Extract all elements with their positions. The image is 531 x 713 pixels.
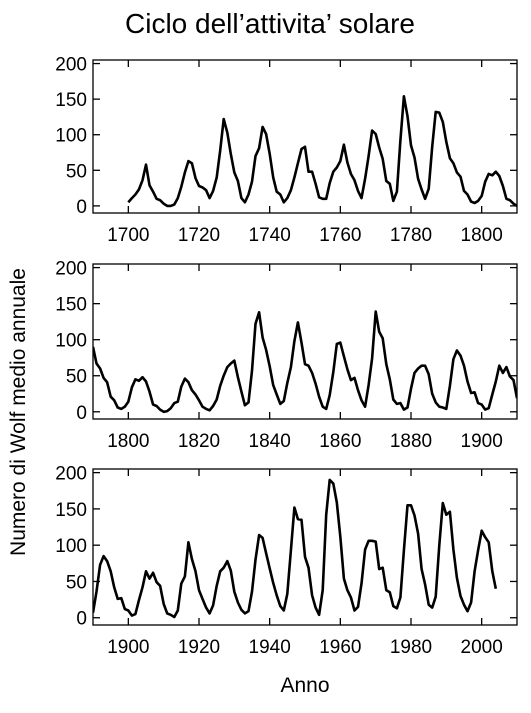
x-tick-label: 1940: [249, 637, 291, 658]
panels-layer: 0 50 100 150 200 1700 1720 1740 1760 1780 1800 0 50 1…: [55, 55, 518, 658]
x-tick-label: 1780: [390, 225, 432, 246]
y-tick-label: 50: [66, 367, 87, 388]
y-tick-label: 150: [55, 295, 87, 316]
x-tick-label: 1820: [178, 431, 220, 452]
y-tick-label: 100: [55, 126, 87, 147]
x-tick-label: 1960: [319, 637, 361, 658]
panel-1: 0 50 100 150 200 1700 1720 1740 1760 1780 1800: [55, 55, 518, 246]
sunspot-series-line: [93, 310, 517, 414]
y-tick-label: 200: [55, 464, 87, 485]
x-tick-label: 1880: [390, 431, 432, 452]
y-tick-label: 100: [55, 331, 87, 352]
y-tick-label: 200: [55, 55, 87, 76]
y-tick-label: 150: [55, 500, 87, 521]
y-tick-label: 50: [66, 572, 87, 593]
y-tick-label: 0: [76, 609, 87, 630]
y-tick-label: 0: [76, 197, 87, 218]
x-tick-label: 1760: [319, 225, 361, 246]
x-tick-label: 1920: [178, 637, 220, 658]
y-tick-label: 0: [76, 403, 87, 424]
x-tick-label: 1900: [461, 431, 503, 452]
sunspot-series-line: [93, 478, 498, 619]
x-tick-label: 1800: [461, 225, 503, 246]
x-tick-label: 1900: [107, 637, 149, 658]
y-axis-label: Numero di Wolf medio annuale: [7, 268, 30, 556]
x-tick-label: 1700: [107, 225, 149, 246]
x-tick-label: 1720: [178, 225, 220, 246]
panel-frame: [92, 263, 518, 420]
x-tick-label: 1740: [249, 225, 291, 246]
panel-frame: [92, 468, 518, 626]
x-tick-label: 1800: [107, 431, 149, 452]
y-tick-label: 200: [55, 259, 87, 280]
y-tick-label: 50: [66, 161, 87, 182]
panel-3: 0 50 100 150 200 1900 1920 1940 1960 1980 2000: [55, 464, 518, 658]
x-tick-label: 1980: [390, 637, 432, 658]
x-tick-label: 1860: [319, 431, 361, 452]
chart-title: Ciclo dell’attivita’ solare: [125, 8, 415, 39]
x-tick-label: 2000: [461, 637, 503, 658]
y-tick-label: 100: [55, 536, 87, 557]
y-tick-label: 150: [55, 90, 87, 111]
panel-2: 0 50 100 150 200 1800 1820 1840 1860 1880 1900: [55, 259, 518, 452]
panel-frame: [92, 59, 518, 214]
x-tick-label: 1840: [249, 431, 291, 452]
x-axis-label: Anno: [280, 674, 329, 697]
sunspot-series-line: [127, 95, 517, 208]
